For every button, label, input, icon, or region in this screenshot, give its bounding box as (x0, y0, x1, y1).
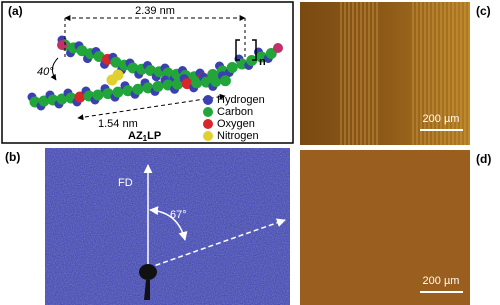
legend-swatch (203, 131, 213, 141)
image-background (300, 150, 470, 305)
atom (132, 83, 144, 95)
molecule (27, 35, 283, 111)
atom (273, 43, 283, 53)
panel-label: (d) (476, 152, 491, 166)
atom (219, 75, 231, 87)
dark-spot (144, 280, 150, 300)
atom (93, 51, 105, 62)
legend-label: Oxygen (217, 118, 255, 130)
atom (172, 78, 184, 90)
atom (210, 75, 222, 87)
panel-d: 200 µm (d) (300, 150, 491, 305)
atom (56, 93, 68, 105)
legend-swatch (203, 95, 213, 105)
molecule-name: AZ1LP (128, 130, 161, 143)
dark-spot (139, 264, 157, 280)
atom (38, 95, 50, 107)
direction-label: FD (118, 177, 133, 189)
repeat-bracket (235, 39, 257, 61)
legend-label: Hydrogen (217, 94, 265, 106)
panel-c: 200 µm (c) (300, 2, 491, 145)
legend-label: Nitrogen (217, 130, 259, 142)
atom (191, 77, 203, 89)
atom (110, 56, 122, 68)
name-main: AZ (128, 130, 143, 142)
orientation-line (147, 218, 286, 269)
image-stripes (338, 2, 378, 145)
atom (246, 55, 258, 66)
angle-arc (50, 57, 59, 81)
dimension-label: 1.54 nm (98, 118, 138, 130)
name-sub: 1 (143, 134, 148, 143)
legend-swatch (203, 107, 213, 117)
atom (152, 80, 164, 92)
scale-label: 200 µm (423, 275, 460, 287)
atom (106, 74, 118, 86)
angle-label: 67° (170, 209, 187, 221)
dimension-label: 2.39 nm (135, 5, 175, 17)
panel-label: (c) (476, 4, 491, 18)
panel-label: (b) (5, 150, 20, 164)
panel-label: (a) (8, 4, 23, 18)
dimension-line (77, 93, 226, 121)
panel-a: (a) 2.39 nm 40° n 1.54 nm AZ1LP Hydrogen… (1, 1, 294, 144)
image-noise (45, 148, 290, 305)
legend-label: Carbon (217, 106, 253, 118)
atom (145, 65, 156, 76)
repeat-label: n (259, 56, 266, 68)
angle-label: 40° (37, 66, 54, 78)
atom (226, 62, 238, 73)
scale-label: 200 µm (423, 113, 460, 125)
image-stripes (410, 2, 470, 145)
angle-arc (149, 206, 188, 241)
atom (76, 45, 88, 57)
atom (127, 62, 139, 74)
panel-b: (b) FD 67° (5, 148, 290, 305)
legend-swatch (203, 119, 213, 129)
name-tail: LP (147, 130, 161, 142)
